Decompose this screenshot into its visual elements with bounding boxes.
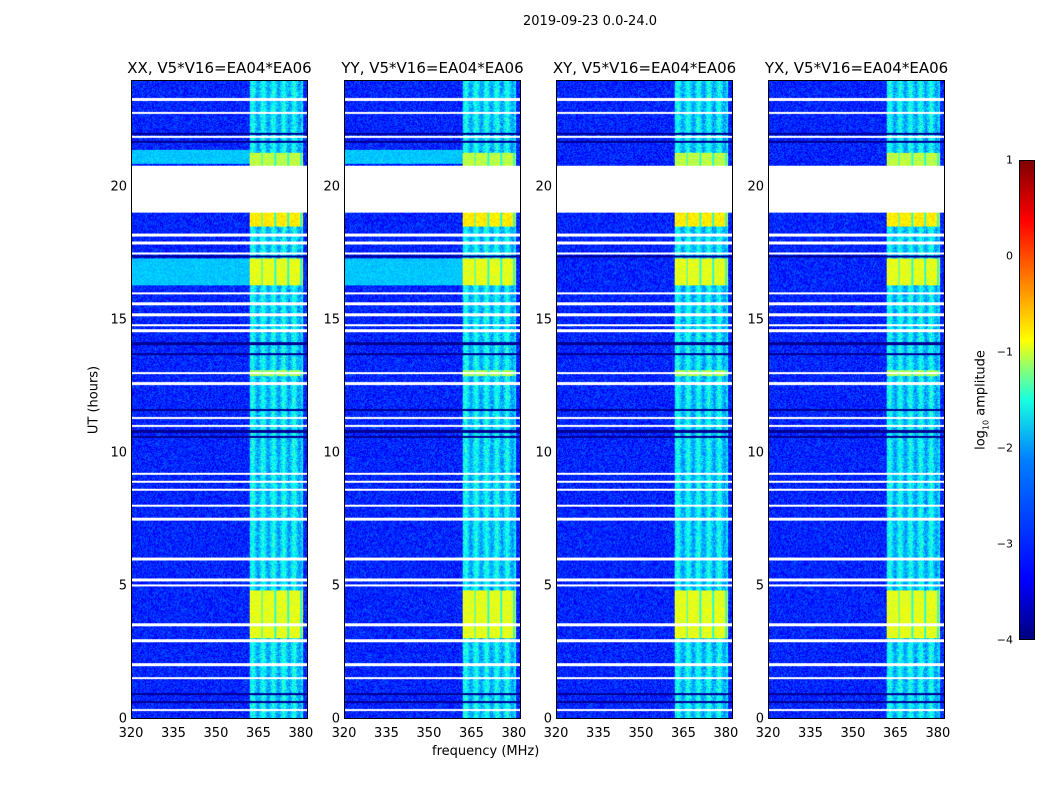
- x-tick-label: 380: [925, 726, 951, 741]
- x-tick-label: 320: [118, 726, 144, 741]
- colorbar-tick-label: −3: [996, 537, 1013, 551]
- colorbar-tick-label: −1: [996, 345, 1013, 359]
- x-tick-label: 350: [203, 726, 229, 741]
- y-tick-label: 5: [755, 578, 764, 594]
- y-tick-label: 15: [323, 312, 340, 328]
- heatmap-image: [769, 81, 944, 718]
- x-tick-label: 335: [161, 726, 186, 741]
- y-tick-label: 15: [110, 312, 127, 328]
- x-axis-label: frequency (MHz): [432, 744, 540, 759]
- colorbar-tick-label: 1: [1006, 153, 1013, 167]
- x-tick-label: 335: [374, 726, 399, 741]
- heatmap-panel: [131, 80, 308, 719]
- panel-title: XX, V5*V16=EA04*EA06: [127, 59, 312, 77]
- x-tick-label: 365: [246, 726, 271, 741]
- x-tick-label: 380: [713, 726, 739, 741]
- heatmap-panel: [344, 80, 521, 719]
- heatmap-image: [345, 81, 520, 718]
- y-tick-label: 20: [323, 179, 340, 194]
- x-tick-label: 365: [459, 726, 484, 741]
- x-tick-label: 335: [798, 726, 823, 741]
- y-tick-label: 15: [535, 312, 552, 328]
- x-tick-label: 350: [628, 726, 654, 741]
- y-axis-label: UT (hours): [86, 365, 102, 435]
- x-tick-label: 335: [586, 726, 611, 741]
- y-tick-label: 0: [118, 711, 127, 727]
- y-tick-label: 10: [747, 445, 764, 461]
- y-tick-label: 0: [543, 711, 552, 727]
- y-tick-label: 5: [118, 578, 127, 594]
- panel-title: XY, V5*V16=EA04*EA06: [552, 59, 737, 77]
- y-tick-label: 5: [543, 578, 552, 594]
- x-tick-label: 320: [755, 726, 781, 741]
- y-tick-label: 0: [755, 711, 764, 727]
- x-tick-label: 380: [288, 726, 314, 741]
- x-tick-label: 350: [416, 726, 442, 741]
- y-tick-label: 10: [110, 445, 127, 461]
- y-tick-label: 20: [747, 179, 764, 194]
- panel-title: YX, V5*V16=EA04*EA06: [764, 59, 949, 77]
- y-tick-label: 15: [747, 312, 764, 328]
- figure-title: 2019-09-23 0.0-24.0: [523, 14, 657, 29]
- x-tick-label: 320: [543, 726, 569, 741]
- heatmap-panel: [768, 80, 945, 719]
- y-tick-label: 20: [535, 179, 552, 194]
- x-tick-label: 380: [501, 726, 527, 741]
- colorbar: [1019, 160, 1035, 640]
- panel-title: YY, V5*V16=EA04*EA06: [341, 59, 524, 77]
- heatmap-image: [132, 81, 307, 718]
- heatmap-panel: [556, 80, 733, 719]
- y-tick-label: 0: [331, 711, 340, 727]
- x-tick-label: 320: [331, 726, 357, 741]
- y-tick-label: 5: [331, 578, 340, 594]
- heatmap-image: [557, 81, 732, 718]
- x-tick-label: 365: [883, 726, 908, 741]
- x-tick-label: 365: [671, 726, 696, 741]
- x-tick-label: 350: [840, 726, 866, 741]
- y-tick-label: 20: [110, 179, 127, 194]
- y-tick-label: 10: [535, 445, 552, 461]
- colorbar-tick-label: 0: [1006, 249, 1013, 263]
- colorbar-tick-label: −4: [996, 633, 1013, 647]
- y-tick-label: 10: [323, 445, 340, 461]
- colorbar-label: log10 amplitude: [973, 350, 991, 450]
- colorbar-tick-label: −2: [996, 441, 1013, 455]
